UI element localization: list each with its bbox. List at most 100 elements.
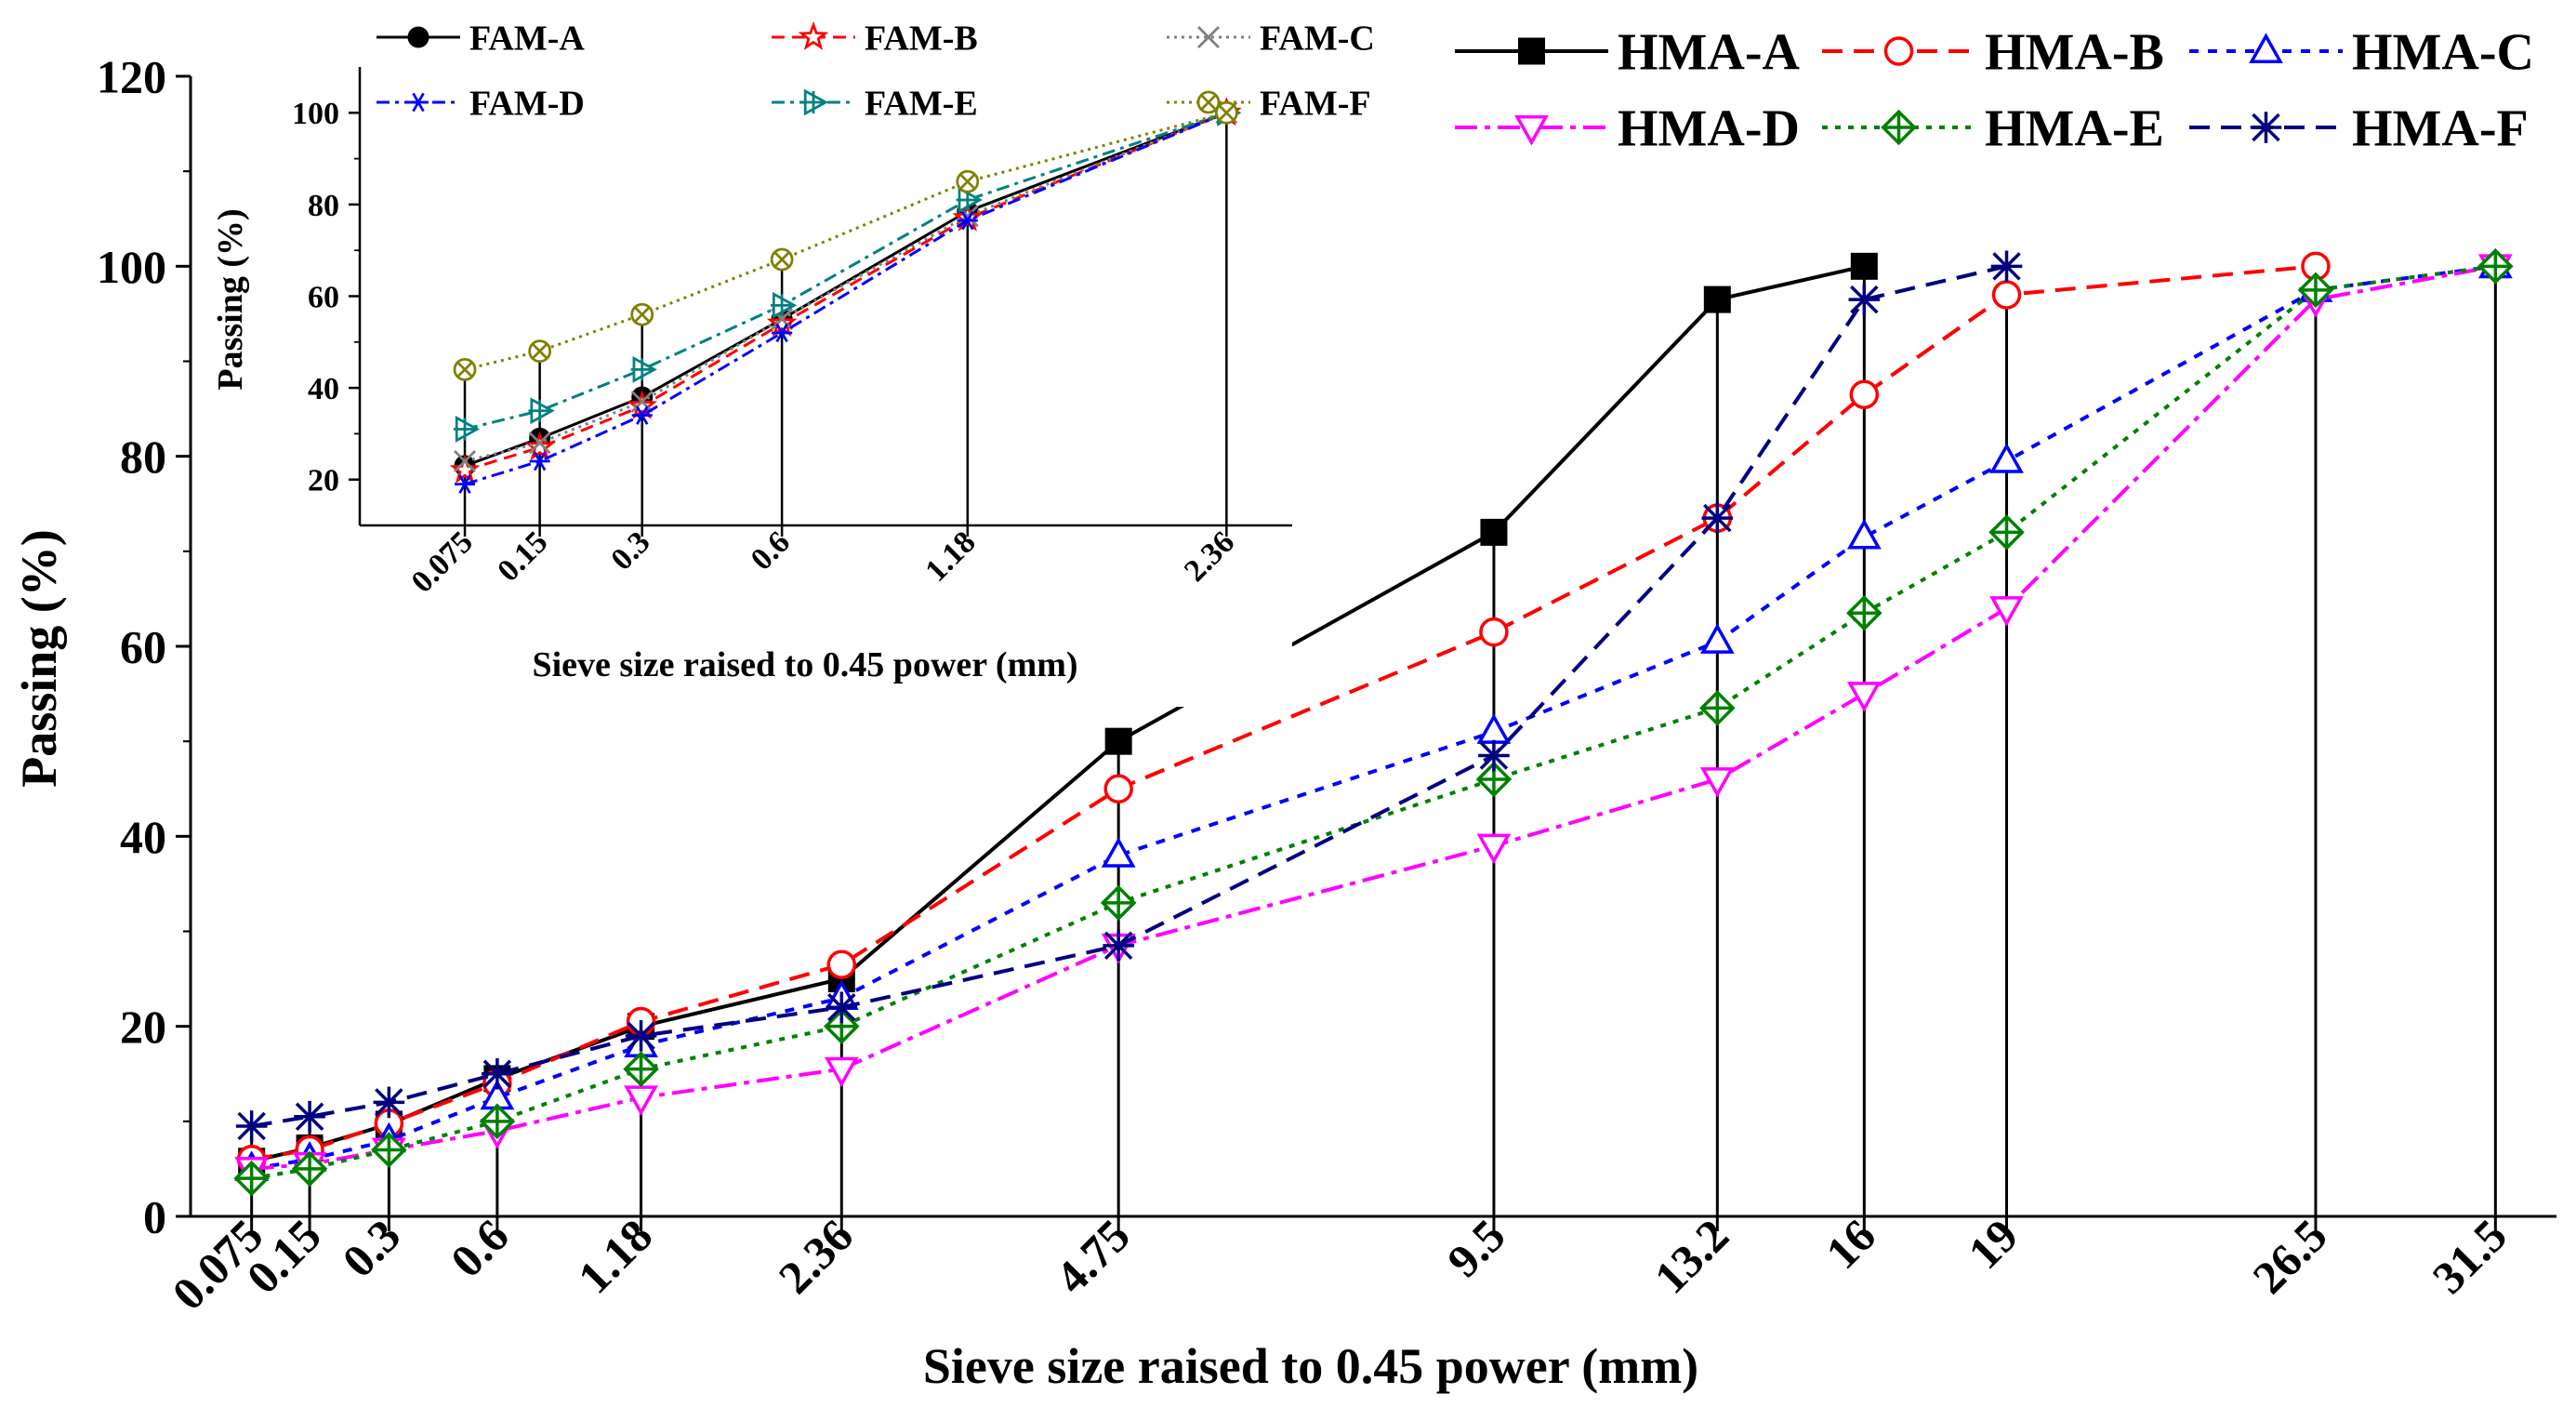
- main-point-hma-e: [1699, 690, 1736, 726]
- inset-legend-marker: [407, 26, 429, 48]
- inset-point-fam-e: [630, 355, 657, 383]
- main-point-hma-e: [1846, 594, 1882, 631]
- inset-line-fam-b: [464, 111, 1227, 472]
- inset-point-fam-b: [524, 431, 555, 461]
- inset-point-fam-f: [453, 358, 477, 381]
- main-point-hma-e: [233, 1160, 270, 1197]
- main-point-hma-e: [1988, 514, 2025, 551]
- inset-axes: [349, 67, 1292, 537]
- main-point-hma-a: [1104, 727, 1132, 755]
- inset-point-fam-f: [956, 169, 980, 193]
- main-point-hma-d: [824, 1056, 859, 1088]
- inset-legend-label: FAM-E: [865, 84, 978, 123]
- main-point-hma-f: [373, 1086, 405, 1119]
- main-legend-label: HMA-B: [1985, 24, 2164, 82]
- main-y-tick-label: 20: [120, 1001, 166, 1053]
- main-point-hma-f: [1478, 739, 1510, 772]
- inset-legend-label: FAM-F: [1260, 84, 1371, 123]
- inset-line-fam-e: [464, 111, 1227, 431]
- main-point-hma-f: [235, 1110, 268, 1142]
- main-point-hma-e: [623, 1051, 659, 1087]
- main-x-axis-title: Sieve size raised to 0.45 power (mm): [923, 1338, 1698, 1394]
- main-series-hma-f: [235, 250, 2023, 1142]
- main-y-tick-label: 40: [120, 811, 166, 863]
- main-legend-item: HMA-A: [1455, 24, 1801, 82]
- main-y-tick-label: 80: [120, 431, 166, 483]
- inset-point-fam-d: [772, 323, 793, 343]
- main-point-hma-d: [1476, 833, 1512, 865]
- inset-y-tick-label: 40: [308, 372, 339, 406]
- main-point-hma-e: [2477, 248, 2514, 285]
- inset-point-fam-d: [631, 405, 653, 425]
- main-y-tick-label: 60: [120, 621, 166, 673]
- main-legend-item: HMA-E: [1822, 100, 2164, 158]
- main-point-hma-a: [1480, 518, 1508, 546]
- main-y-tick-label: 120: [97, 51, 166, 103]
- inset-line-fam-c: [464, 111, 1227, 463]
- main-legend-label: HMA-D: [1618, 100, 1800, 158]
- main-point-hma-b: [1103, 774, 1133, 803]
- inset-point-fam-e: [453, 416, 481, 443]
- inset-background: [358, 0, 1292, 707]
- inset-legend-item: FAM-A: [376, 19, 585, 58]
- inset-legend-item: FAM-D: [376, 84, 585, 123]
- main-point-hma-e: [371, 1132, 407, 1168]
- main-point-hma-a: [1703, 285, 1731, 313]
- main-legend-label: HMA-E: [1985, 100, 2164, 158]
- inset-point-fam-e: [771, 291, 798, 319]
- inset-y-tick-label: 100: [292, 97, 339, 131]
- main-legend: HMA-A HMA-B HMA-C HMA-D HMA-E HMA-F: [1455, 24, 2534, 158]
- main-point-hma-e: [1100, 884, 1137, 922]
- inset-point-fam-f: [630, 302, 654, 326]
- main-legend-item: HMA-D: [1455, 100, 1800, 158]
- main-legend-item: HMA-B: [1822, 24, 2164, 82]
- inset-y-tick-label: 80: [308, 189, 339, 223]
- inset-legend-label: FAM-A: [469, 19, 585, 58]
- inset-legend-item: FAM-F: [1167, 84, 1371, 123]
- main-legend-marker: [2249, 33, 2283, 63]
- inset-line-fam-f: [464, 111, 1227, 371]
- main-point-hma-f: [1990, 250, 2023, 283]
- main-point-hma-d: [624, 1085, 658, 1116]
- inset-vertical-sieve-lines: [463, 113, 1228, 525]
- main-point-hma-f: [826, 991, 858, 1024]
- inset-point-fam-b: [449, 454, 481, 484]
- inset-legend-marker: [1197, 26, 1220, 48]
- inset-point-fam-f: [528, 339, 551, 364]
- main-legend-marker: [1883, 36, 1914, 66]
- main-point-hma-d: [1699, 767, 1735, 798]
- main-point-hma-e: [291, 1150, 328, 1188]
- inset-point-fam-d: [529, 451, 550, 471]
- inset-x-axis-title: Sieve size raised to 0.45 power (mm): [532, 645, 1077, 684]
- main-point-hma-b: [826, 949, 857, 980]
- inset-legend-label: FAM-C: [1260, 19, 1375, 58]
- main-point-hma-c: [1699, 623, 1735, 654]
- inset-point-fam-d: [957, 210, 978, 231]
- main-vertical-sieve-lines: [250, 266, 2497, 1216]
- main-point-hma-b: [1849, 379, 1880, 410]
- main-legend-marker: [1514, 115, 1549, 146]
- inset-legend-marker: [408, 92, 429, 113]
- main-legend-marker: [1881, 109, 1917, 146]
- inset-point-fam-c: [528, 431, 551, 455]
- inset-point-fam-c: [630, 390, 654, 413]
- main-legend-marker: [1518, 37, 1545, 65]
- inset-point-fam-d: [455, 474, 476, 494]
- main-series-lines: [233, 247, 2514, 1197]
- main-legend-item: HMA-F: [2189, 100, 2529, 158]
- main-legend-item: HMA-C: [2189, 24, 2534, 82]
- main-point-hma-f: [625, 1020, 657, 1052]
- main-point-hma-c: [1846, 518, 1882, 550]
- inset-legend-marker: [801, 88, 829, 116]
- main-y-tick-label: 0: [143, 1191, 166, 1243]
- main-point-hma-b: [1991, 280, 2022, 310]
- main-legend-label: HMA-A: [1618, 24, 1801, 82]
- main-point-hma-e: [479, 1103, 516, 1140]
- main-axes: [176, 74, 2556, 1231]
- main-y-axis-title: Passing (%): [11, 529, 67, 788]
- inset-point-fam-b: [627, 390, 658, 419]
- main-y-tick-label: 100: [97, 241, 166, 293]
- inset-legend-marker: [798, 20, 829, 50]
